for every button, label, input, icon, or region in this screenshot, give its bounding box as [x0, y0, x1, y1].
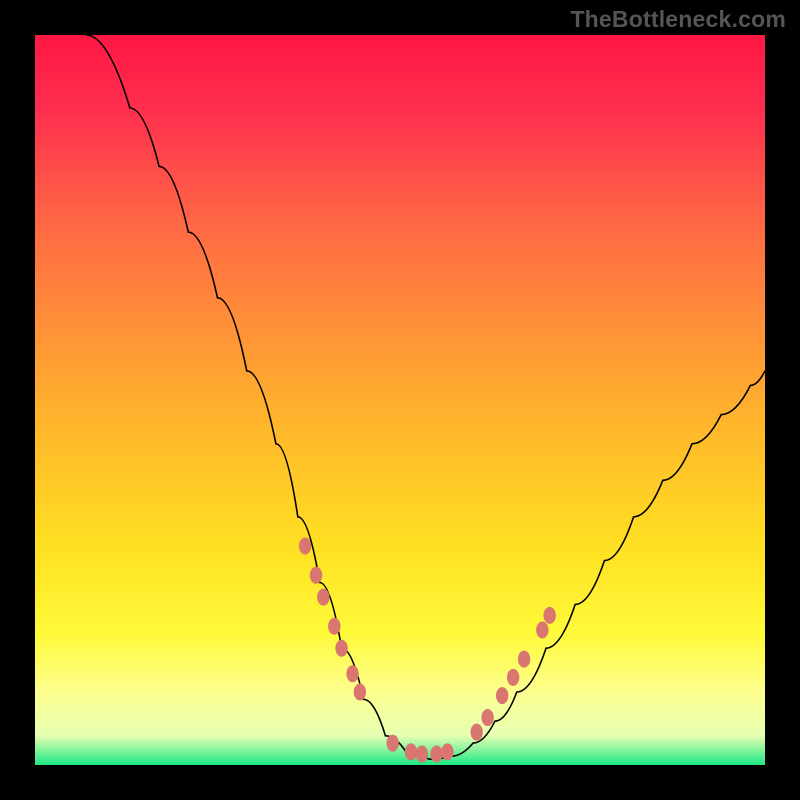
watermark-text: TheBottleneck.com: [570, 6, 786, 33]
scatter-point: [441, 743, 453, 760]
plot-background: [35, 35, 765, 765]
scatter-point: [518, 651, 530, 668]
scatter-point: [346, 665, 358, 682]
scatter-point: [536, 621, 548, 638]
bottleneck-curve-chart: [35, 35, 765, 765]
scatter-point: [430, 746, 442, 763]
scatter-point: [496, 687, 508, 704]
plot-area: [35, 35, 765, 765]
chart-container: TheBottleneck.com: [0, 0, 800, 800]
scatter-point: [543, 607, 555, 624]
scatter-point: [299, 538, 311, 555]
scatter-point: [328, 618, 340, 635]
scatter-point: [387, 735, 399, 752]
scatter-point: [416, 746, 428, 763]
scatter-point: [507, 669, 519, 686]
scatter-point: [354, 684, 366, 701]
scatter-point: [405, 743, 417, 760]
scatter-point: [335, 640, 347, 657]
scatter-point: [470, 724, 482, 741]
scatter-point: [481, 709, 493, 726]
scatter-point: [317, 589, 329, 606]
scatter-point: [310, 567, 322, 584]
